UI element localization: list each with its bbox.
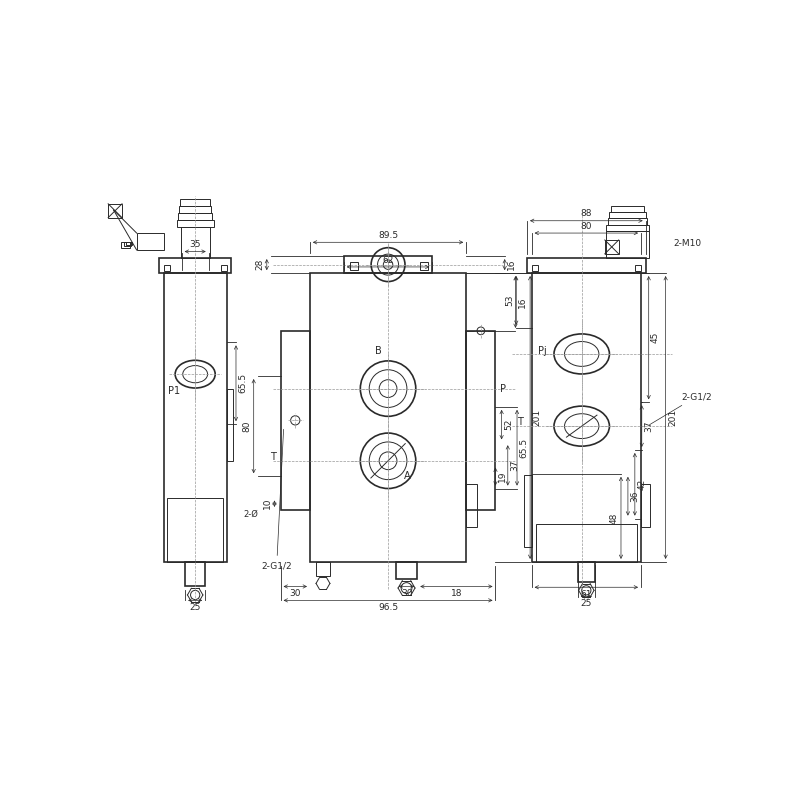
Bar — [123, 242, 131, 246]
Bar — [527, 258, 646, 273]
Text: P1: P1 — [168, 386, 180, 396]
Text: 48: 48 — [610, 512, 618, 523]
Bar — [185, 562, 205, 586]
Bar — [178, 213, 213, 220]
Text: 65.5: 65.5 — [519, 438, 528, 458]
Text: Pj: Pj — [538, 346, 546, 356]
Bar — [281, 331, 310, 510]
Text: 25: 25 — [581, 599, 592, 608]
Text: 80: 80 — [242, 420, 251, 432]
Bar — [167, 498, 223, 562]
Text: 89.5: 89.5 — [378, 231, 398, 240]
Bar — [221, 265, 226, 270]
Bar — [179, 206, 211, 213]
Bar — [535, 524, 637, 562]
Text: 16: 16 — [518, 296, 526, 308]
Text: 65.5: 65.5 — [238, 373, 247, 394]
Bar — [350, 262, 358, 270]
Text: 45: 45 — [651, 332, 660, 343]
Bar — [396, 562, 418, 578]
Text: 19: 19 — [498, 471, 506, 482]
Text: 80: 80 — [581, 222, 592, 230]
Text: T: T — [270, 452, 276, 462]
Text: 2-G1/2: 2-G1/2 — [650, 392, 712, 425]
Text: A: A — [403, 471, 410, 481]
Bar — [344, 256, 432, 273]
Bar — [606, 225, 649, 230]
Text: 201: 201 — [668, 409, 677, 426]
Bar — [310, 273, 466, 562]
Bar — [578, 562, 595, 582]
Text: 30: 30 — [290, 589, 301, 598]
Bar — [466, 484, 477, 527]
Bar — [420, 262, 428, 270]
Bar — [606, 230, 649, 258]
Bar — [181, 227, 210, 258]
Text: 10: 10 — [263, 498, 272, 510]
Bar — [108, 204, 122, 218]
Text: 96.5: 96.5 — [378, 602, 398, 612]
Text: 28: 28 — [255, 259, 265, 270]
Text: 36: 36 — [630, 490, 639, 502]
Text: 61: 61 — [581, 590, 592, 598]
Text: 2-Ø: 2-Ø — [244, 510, 258, 518]
Text: 2-G1/2: 2-G1/2 — [262, 430, 292, 570]
Text: 35: 35 — [190, 240, 201, 250]
Text: 16: 16 — [507, 259, 516, 270]
Text: 37: 37 — [644, 420, 653, 432]
Text: 25: 25 — [190, 602, 201, 612]
Bar — [641, 484, 650, 527]
Bar — [466, 331, 495, 510]
Bar — [635, 265, 641, 270]
Bar — [137, 233, 163, 250]
Bar — [122, 242, 130, 248]
Bar — [532, 265, 538, 270]
Text: 53: 53 — [505, 294, 514, 306]
Text: 2-M10: 2-M10 — [674, 239, 702, 248]
Text: T: T — [517, 418, 522, 427]
Text: 88: 88 — [581, 210, 592, 218]
Text: 201: 201 — [533, 409, 542, 426]
Bar — [610, 212, 646, 218]
Text: 37: 37 — [510, 460, 519, 471]
Bar — [177, 220, 214, 227]
Bar — [226, 389, 233, 461]
Bar — [163, 273, 226, 562]
Bar — [126, 242, 132, 245]
Text: 42: 42 — [637, 478, 646, 490]
Text: 62: 62 — [382, 256, 394, 265]
Bar — [180, 199, 210, 206]
Bar — [605, 240, 618, 254]
Text: 18: 18 — [450, 589, 462, 598]
Bar — [316, 562, 330, 576]
Text: 52: 52 — [504, 419, 513, 430]
Bar — [524, 475, 532, 547]
Bar — [611, 206, 644, 212]
Bar — [532, 273, 641, 562]
Bar — [608, 218, 647, 225]
Text: B: B — [375, 346, 382, 356]
Bar — [163, 265, 170, 270]
Bar — [159, 258, 231, 273]
Text: P: P — [500, 383, 506, 394]
Text: 30: 30 — [401, 589, 412, 598]
